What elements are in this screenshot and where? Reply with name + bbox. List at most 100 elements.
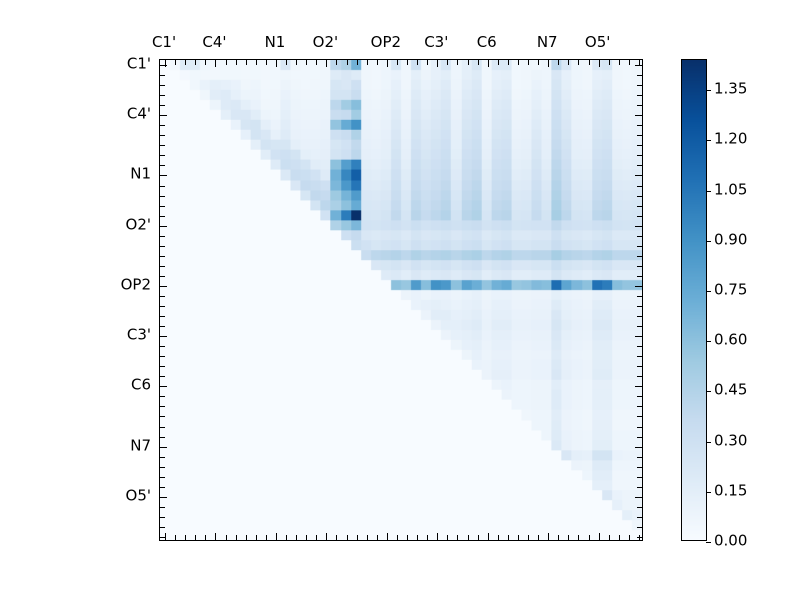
y-tick-mark	[160, 115, 167, 117]
x-tick-mark	[417, 535, 419, 540]
y-tick-mark	[637, 466, 642, 468]
y-tick-mark	[635, 496, 642, 498]
y-tick-mark	[637, 195, 642, 197]
y-tick-mark	[637, 506, 642, 508]
y-tick-mark	[160, 356, 165, 358]
y-tick-mark	[637, 436, 642, 438]
y-tick-mark	[160, 416, 165, 418]
x-tick-mark	[296, 60, 298, 65]
y-tick-mark	[637, 416, 642, 418]
x-tick-mark	[316, 60, 318, 65]
x-tick-mark	[497, 60, 499, 65]
y-tick-mark	[160, 436, 165, 438]
x-tick-mark	[548, 533, 550, 540]
colorbar-tick-label: 0.90	[714, 230, 748, 249]
y-tick-mark	[635, 386, 642, 388]
y-tick-mark	[160, 306, 165, 308]
x-tick-mark	[487, 60, 489, 67]
y-tick-mark	[635, 446, 642, 448]
x-tick-mark	[195, 60, 197, 65]
x-tick-mark	[538, 535, 540, 540]
x-tick-mark	[326, 60, 328, 67]
colorbar-gradient	[682, 60, 706, 540]
y-tick-mark	[637, 346, 642, 348]
x-tick-label: C4'	[202, 33, 227, 51]
y-tick-mark	[160, 376, 165, 378]
colorbar-tick-mark	[706, 542, 711, 543]
y-tick-mark	[637, 135, 642, 137]
y-tick-mark	[160, 105, 165, 107]
y-tick-mark	[160, 205, 165, 207]
x-tick-mark	[306, 60, 308, 65]
y-tick-mark	[160, 446, 167, 448]
x-tick-mark	[538, 60, 540, 65]
y-tick-mark	[637, 95, 642, 97]
y-tick-mark	[637, 486, 642, 488]
y-tick-mark	[160, 476, 165, 478]
x-tick-mark	[427, 535, 429, 540]
y-tick-mark	[160, 486, 165, 488]
x-tick-mark	[336, 60, 338, 65]
y-tick-mark	[160, 175, 167, 177]
x-tick-mark	[376, 535, 378, 540]
y-tick-mark	[160, 426, 165, 428]
x-tick-mark	[255, 535, 257, 540]
x-tick-mark	[477, 535, 479, 540]
x-tick-mark	[396, 60, 398, 65]
y-tick-mark	[637, 145, 642, 147]
x-tick-label: C1'	[151, 33, 177, 51]
x-tick-mark	[175, 60, 177, 65]
x-tick-mark	[396, 535, 398, 540]
y-tick-mark	[160, 75, 165, 77]
y-tick-mark	[637, 245, 642, 247]
x-tick-mark	[467, 60, 469, 65]
y-tick-mark	[637, 426, 642, 428]
x-tick-mark	[558, 60, 560, 65]
y-tick-mark	[160, 255, 165, 257]
y-tick-mark	[160, 235, 165, 237]
colorbar-tick-mark	[706, 491, 711, 493]
colorbar-tick-mark	[706, 240, 711, 242]
x-tick-mark	[235, 60, 237, 65]
x-tick-mark	[366, 535, 368, 540]
y-tick-mark	[637, 396, 642, 398]
x-tick-mark	[286, 535, 288, 540]
x-tick-mark	[578, 535, 580, 540]
colorbar-tick-mark	[706, 441, 711, 443]
x-tick-mark	[598, 60, 600, 67]
y-tick-mark	[160, 406, 165, 408]
y-tick-mark	[160, 516, 165, 518]
x-tick-mark	[638, 60, 640, 65]
y-tick-mark	[160, 95, 165, 97]
y-tick-mark	[160, 185, 165, 187]
x-tick-mark	[628, 60, 630, 65]
x-tick-mark	[628, 535, 630, 540]
x-tick-mark	[517, 535, 519, 540]
x-tick-mark	[175, 535, 177, 540]
y-tick-mark	[160, 456, 165, 458]
y-tick-mark	[160, 215, 165, 217]
x-tick-mark	[215, 60, 217, 67]
y-tick-mark	[160, 285, 167, 287]
colorbar-tick-mark	[706, 140, 711, 142]
heatmap-image	[160, 60, 642, 540]
y-tick-mark	[637, 265, 642, 267]
y-tick-mark	[160, 245, 165, 247]
x-tick-mark	[275, 533, 277, 540]
y-tick-mark	[637, 215, 642, 217]
x-tick-mark	[568, 535, 570, 540]
x-tick-mark	[598, 533, 600, 540]
y-tick-mark	[637, 526, 642, 528]
y-tick-mark	[637, 155, 642, 157]
y-tick-mark	[160, 125, 165, 127]
x-tick-label: N1	[264, 33, 286, 51]
y-tick-mark	[637, 316, 642, 318]
y-tick-mark	[637, 235, 642, 237]
y-tick-mark	[637, 536, 642, 538]
y-tick-mark	[160, 65, 167, 67]
x-tick-mark	[296, 535, 298, 540]
y-tick-mark	[637, 306, 642, 308]
x-tick-mark	[507, 60, 509, 65]
x-tick-mark	[618, 60, 620, 65]
